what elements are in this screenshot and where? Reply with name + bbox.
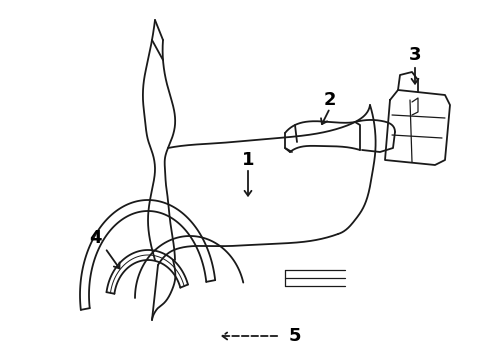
Text: 5: 5 [289,327,301,345]
Text: 3: 3 [409,46,421,64]
Text: 4: 4 [89,229,101,247]
Text: 2: 2 [324,91,336,109]
Text: 1: 1 [242,151,254,169]
